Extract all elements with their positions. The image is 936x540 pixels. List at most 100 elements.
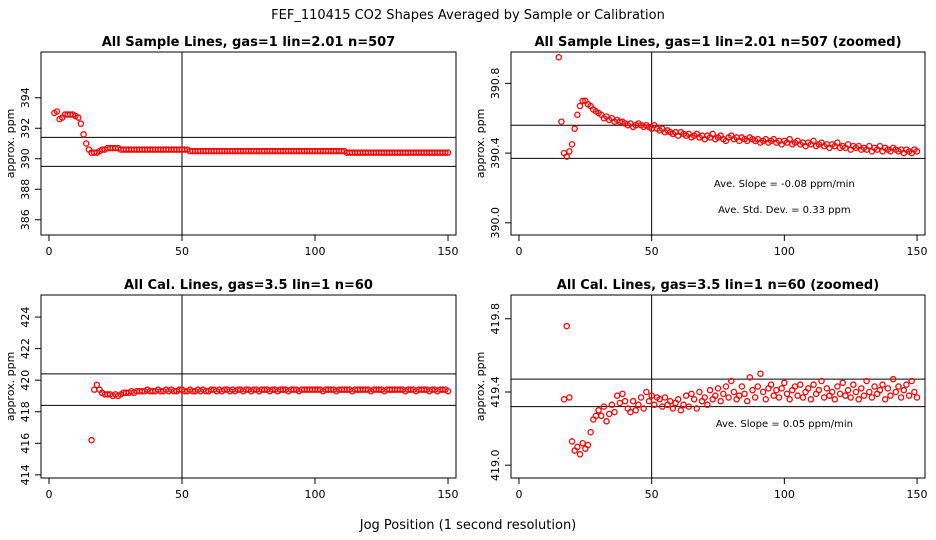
data-point [834,139,841,146]
data-point [706,386,714,394]
data-point [80,131,87,138]
x-tick-label: 50 [175,245,189,258]
data-point [574,443,581,451]
data-point [613,392,621,399]
data-point [576,450,584,458]
data-point [743,397,751,405]
data-point [823,385,831,392]
data-point [693,405,701,412]
data-point [773,386,780,394]
y-tick-label: 416 [19,433,32,454]
data-point [442,149,449,156]
x-tick-label: 150 [438,488,459,501]
data-point [844,386,852,394]
data-point [762,396,770,403]
data-point [651,401,658,409]
data-point [88,436,95,444]
plot-frame [510,51,926,236]
data-point [852,388,860,396]
y-tick-label: 390 [19,148,32,169]
data-point [754,383,762,390]
figure-title: FEF_110415 CO2 Shapes Averaged by Sample… [271,8,665,23]
data-point [911,388,918,396]
data-point [659,403,666,410]
data-point [77,120,85,127]
y-tick-label: 419.4 [489,376,502,408]
data-point [889,375,897,383]
x-tick-label: 150 [907,245,928,258]
panel-title: All Sample Lines, gas=1 lin=2.01 n=507 (… [534,35,901,50]
data-point [568,141,576,148]
data-point [648,392,655,399]
data-point [661,394,669,401]
data-point [879,381,886,388]
data-point [884,385,892,392]
data-point [839,379,846,387]
data-point [608,401,616,409]
data-point [797,381,804,388]
x-tick-label: 0 [45,488,52,501]
data-point [637,394,645,401]
y-tick-label: 390.0 [489,207,502,239]
data-point [680,401,687,409]
chart-panel-1: All Sample Lines, gas=1 lin=2.01 n=507 0 5… [4,35,459,258]
data-point [820,394,828,401]
data-point [735,392,743,399]
data-point [574,111,581,118]
data-point [818,377,825,385]
data-point [566,148,573,155]
data-point [685,403,693,410]
x-tick-label: 100 [774,488,795,501]
annotation-text: Ave. Slope = 0.05 ppm/min [716,419,853,430]
data-point [666,397,674,405]
data-point [704,401,711,409]
data-point [757,370,764,377]
data-point [677,407,685,414]
data-point [605,410,613,418]
data-point [770,392,777,399]
data-point [831,396,839,403]
data-point [627,408,634,416]
data-point [767,381,775,388]
data-point [834,383,841,390]
x-tick-label: 50 [175,488,189,501]
x-tick-label: 100 [305,245,326,258]
data-point [863,377,870,385]
data-point [903,381,910,388]
y-tick-label: 414 [19,464,32,485]
data-point [563,322,570,330]
data-point [560,396,568,403]
y-tick-label: 392 [19,118,32,139]
annotation-text: Ave. Slope = -0.08 ppm/min [714,179,855,190]
data-point [751,394,759,401]
data-point [728,377,735,385]
chart-panel-4: All Cal. Lines, gas=3.5 lin=1 n=60 (zoom… [474,278,928,501]
x-tick-label: 150 [907,488,928,501]
x-tick-label: 0 [515,488,522,501]
data-point [828,388,836,396]
data-point [621,397,629,405]
data-point [786,135,793,143]
data-point [576,102,584,110]
y-axis-label: approx. ppm [4,352,17,422]
data-point [807,396,815,403]
data-point [444,149,452,156]
chart-panel-3: All Cal. Lines, gas=3.5 lin=1 n=60 0 50 100… [4,278,459,501]
y-tick-label: 386 [19,209,32,230]
data-point [804,385,812,392]
data-point [600,403,608,410]
annotation-text: Ave. Std. Dev. = 0.33 ppm [718,205,850,216]
data-point [701,394,708,401]
data-point [895,383,902,390]
y-tick-label: 388 [19,179,32,200]
data-point [53,108,61,115]
data-point [555,53,563,61]
y-axis-label: approx. ppm [474,352,487,422]
y-tick-label: 420 [19,370,32,391]
data-point [616,399,624,407]
data-point [629,397,637,405]
data-point [584,441,592,449]
y-tick-label: 419.0 [489,449,502,481]
data-point [587,428,594,436]
